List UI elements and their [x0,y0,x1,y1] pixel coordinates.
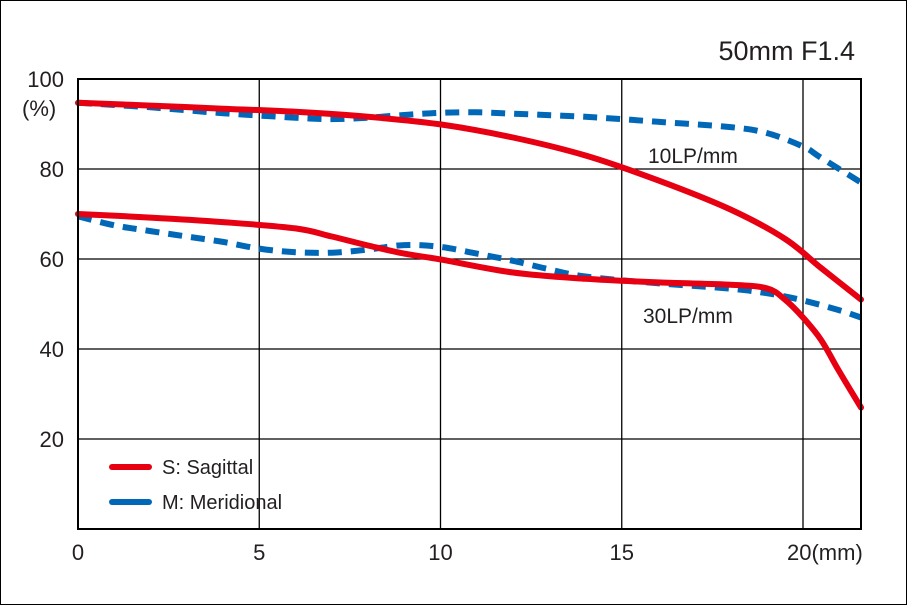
series-layer [75,99,864,411]
plot-border [77,78,862,530]
y-tick-label: 60 [40,247,64,272]
annotation-10lp: 10LP/mm [648,145,738,168]
chart-title: 50mm F1.4 [718,36,855,66]
x-tick-label: 0 [72,540,84,565]
x-tick-label: 10 [428,540,452,565]
y-tick-label: 100 [27,67,64,92]
x-tick-label: 20(mm) [787,540,863,565]
series-30lp-mm-meridional-line [77,213,862,321]
series-30lp-mm-sagittal-line [75,211,864,411]
legend: S: Sagittal M: Meridional [109,457,282,514]
legend-meridional-label: M: Meridional [162,492,282,514]
annotation-30lp: 30LP/mm [643,305,733,328]
tick-layer: 0 5 10 15 20(mm) 100 80 60 40 20 [27,67,863,565]
grid-layer [78,79,861,529]
y-tick-label: 80 [40,157,64,182]
legend-sagittal-label: S: Sagittal [162,457,253,479]
series-10lp-mm-meridional-line [77,99,863,186]
series-10lp-mm-sagittal-line [75,99,864,303]
x-tick-label: 15 [610,540,634,565]
y-tick-label: 20 [40,427,64,452]
y-tick-label: 40 [40,337,64,362]
y-axis-label: (%) [22,96,56,121]
x-tick-label: 5 [253,540,265,565]
